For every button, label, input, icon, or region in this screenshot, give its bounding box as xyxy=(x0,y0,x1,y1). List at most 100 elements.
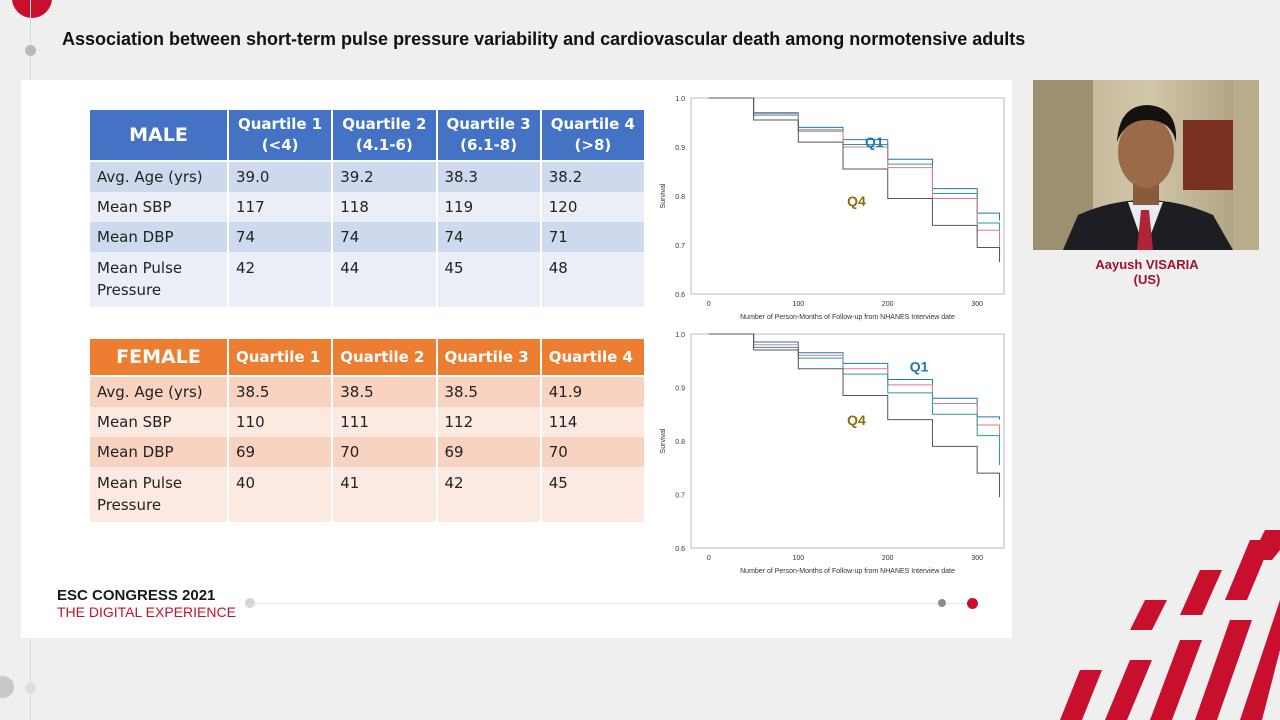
plot-frame xyxy=(690,97,1005,295)
x-tick-label: 0 xyxy=(707,555,711,562)
table-row: Avg. Age (yrs) 39.0 39.2 38.3 38.2 xyxy=(90,161,647,192)
y-tick-label: 0.7 xyxy=(675,243,685,250)
quartile-header: Quartile 1 (<4) xyxy=(228,110,334,162)
rail-marker-lower[interactable] xyxy=(0,676,14,698)
rail-marker[interactable] xyxy=(25,45,36,56)
row-label: Avg. Age (yrs) xyxy=(90,161,229,192)
quartile-header: Quartile 1 xyxy=(228,339,334,377)
x-tick-label: 0 xyxy=(707,301,711,308)
progress-current-dot[interactable] xyxy=(967,598,978,609)
table-cell: 38.5 xyxy=(436,376,542,407)
survival-curve xyxy=(708,333,1001,466)
x-axis-label: Number of Person-Months of Follow-up fro… xyxy=(740,314,955,321)
quartile-header: Quartile 4 xyxy=(540,339,647,377)
y-axis-label: Survival xyxy=(660,428,667,453)
table-cell: 39.0 xyxy=(228,161,334,192)
y-tick-label: 1.0 xyxy=(675,96,685,103)
quartile-header: Quartile 2 (4.1-6) xyxy=(332,110,438,162)
y-tick-label: 0.9 xyxy=(675,386,685,393)
survival-curve xyxy=(708,97,1001,250)
congress-tagline: THE DIGITAL EXPERIENCE xyxy=(57,604,236,620)
curve-annotation: Q4 xyxy=(847,412,866,428)
y-axis-label: Survival xyxy=(660,183,667,208)
plot-frame xyxy=(690,333,1005,549)
table-cell: 70 xyxy=(332,437,438,467)
table-cell: 44 xyxy=(332,252,438,307)
table-cell: 39.2 xyxy=(332,161,438,192)
table-cell: 38.5 xyxy=(228,376,334,407)
table-cell: 74 xyxy=(436,222,542,252)
speaker-video[interactable] xyxy=(1033,80,1259,250)
x-tick-label: 300 xyxy=(971,555,983,562)
table-cell: 45 xyxy=(436,252,542,307)
table-cell: 40 xyxy=(228,467,334,522)
x-tick-label: 200 xyxy=(882,301,894,308)
table-cell: 74 xyxy=(332,222,438,252)
table-cell: 111 xyxy=(332,407,438,437)
table-cell: 119 xyxy=(436,192,542,222)
table-cell: 114 xyxy=(540,407,647,437)
table-row: Mean SBP 117 118 119 120 xyxy=(90,192,647,222)
speaker-country: (US) xyxy=(1133,272,1161,287)
slide-progress-track[interactable] xyxy=(250,603,972,604)
speaker-silhouette xyxy=(1033,80,1259,250)
x-axis-label: Number of Person-Months of Follow-up fro… xyxy=(740,568,955,575)
table-row: Mean SBP 110 111 112 114 xyxy=(90,407,647,437)
row-label: Mean Pulse Pressure xyxy=(90,467,229,522)
rail-marker-small[interactable] xyxy=(25,683,36,694)
table-row: Mean DBP 74 74 74 71 xyxy=(90,222,647,252)
table-cell: 74 xyxy=(228,222,334,252)
table-cell: 42 xyxy=(228,252,334,307)
y-tick-label: 0.6 xyxy=(675,546,685,553)
survival-curve xyxy=(708,97,1001,263)
row-label: Mean DBP xyxy=(90,222,229,252)
y-tick-label: 0.9 xyxy=(675,145,685,152)
speaker-label: Aayush VISARIA (US) xyxy=(1034,257,1260,287)
table-cell: 118 xyxy=(332,192,438,222)
table-row: Avg. Age (yrs) 38.5 38.5 38.5 41.9 xyxy=(90,376,647,407)
y-tick-label: 0.7 xyxy=(675,493,685,500)
table-cell: 42 xyxy=(436,467,542,522)
brand-dot xyxy=(12,0,52,18)
table-cell: 70 xyxy=(540,437,647,467)
table-cell: 38.5 xyxy=(332,376,438,407)
table-row: Mean DBP 69 70 69 70 xyxy=(90,437,647,467)
curve-annotation: Q1 xyxy=(865,134,884,150)
table-cell: 41 xyxy=(332,467,438,522)
table-cell: 45 xyxy=(540,467,647,522)
x-tick-label: 100 xyxy=(792,555,804,562)
table-cell: 117 xyxy=(228,192,334,222)
row-label: Mean DBP xyxy=(90,437,229,467)
x-tick-label: 200 xyxy=(882,555,894,562)
table-row: Mean Pulse Pressure 40 41 42 45 xyxy=(90,467,647,522)
page-title: Association between short-term pulse pre… xyxy=(62,29,1026,49)
table-cell: 110 xyxy=(228,407,334,437)
curve-annotation: Q1 xyxy=(910,358,929,374)
y-tick-label: 0.8 xyxy=(675,194,685,201)
table-cell: 69 xyxy=(228,437,334,467)
y-tick-label: 0.8 xyxy=(675,439,685,446)
row-label: Mean SBP xyxy=(90,192,229,222)
female-table: FEMALE Quartile 1 Quartile 2 Quartile 3 … xyxy=(90,339,647,522)
curve-annotation: Q4 xyxy=(847,193,866,209)
table-cell: 112 xyxy=(436,407,542,437)
y-tick-label: 0.6 xyxy=(675,292,685,299)
progress-start-handle[interactable] xyxy=(245,598,255,608)
male-table: MALE Quartile 1 (<4) Quartile 2 (4.1-6) Qu… xyxy=(90,110,647,307)
x-tick-label: 300 xyxy=(971,301,983,308)
row-label: Avg. Age (yrs) xyxy=(90,376,229,407)
male-survival-chart: 0.6 0.7 0.8 0.9 1.0 0 100 200 300 Number of Perso… xyxy=(660,96,1005,321)
slide: MALE Quartile 1 (<4) Quartile 2 (4.1-6) Qu… xyxy=(21,80,1012,638)
congress-name: ESC CONGRESS 2021 xyxy=(57,587,216,604)
table-cell: 120 xyxy=(540,192,647,222)
table-cell: 38.2 xyxy=(540,161,647,192)
row-label: Mean SBP xyxy=(90,407,229,437)
survival-curve xyxy=(708,333,1001,498)
quartile-header: Quartile 3 xyxy=(436,339,542,377)
table-cell: 38.3 xyxy=(436,161,542,192)
table-cell: 71 xyxy=(540,222,647,252)
progress-marker[interactable] xyxy=(938,599,946,607)
quartile-header: Quartile 3 (6.1-8) xyxy=(436,110,542,162)
male-header: MALE xyxy=(90,110,229,162)
table-cell: 41.9 xyxy=(540,376,647,407)
